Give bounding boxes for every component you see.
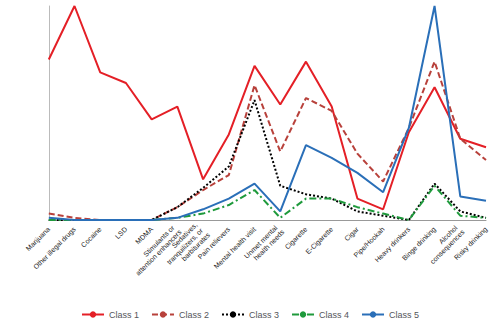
svg-text:Class 3: Class 3 [249, 310, 279, 320]
svg-text:barbiturates: barbiturates [180, 231, 212, 263]
svg-text:MDMA: MDMA [134, 225, 155, 246]
svg-text:E-Cigarette: E-Cigarette [304, 225, 335, 256]
svg-text:Alcohol: Alcohol [437, 222, 460, 246]
svg-text:Other illegal drugs: Other illegal drugs [32, 225, 78, 271]
svg-text:attention enhancers: attention enhancers [134, 228, 183, 277]
svg-text:Marijuana: Marijuana [24, 225, 52, 253]
svg-text:health needs: health needs [252, 228, 286, 262]
svg-text:Mental health visit: Mental health visit [212, 225, 257, 270]
svg-text:Unmet mental: Unmet mental [242, 222, 280, 260]
svg-text:Cocaine: Cocaine [80, 225, 103, 248]
svg-text:Sedatives,: Sedatives, [170, 219, 200, 250]
svg-text:Class 4: Class 4 [319, 310, 349, 320]
svg-text:Pain relievers: Pain relievers [196, 225, 232, 261]
svg-text:Heavy drinkers: Heavy drinkers [373, 225, 412, 264]
svg-text:consequences: consequences [428, 228, 466, 266]
svg-text:Stimulants or: Stimulants or [141, 222, 177, 258]
svg-text:Class 2: Class 2 [179, 310, 209, 320]
svg-text:tranquilizers, or: tranquilizers, or [165, 225, 206, 266]
svg-text:Risky drinking: Risky drinking [453, 225, 489, 261]
svg-text:Pipe/Hookah: Pipe/Hookah [352, 225, 386, 259]
svg-text:Cigar: Cigar [343, 225, 361, 243]
svg-text:Class 5: Class 5 [389, 310, 419, 320]
svg-text:LSD: LSD [114, 226, 129, 241]
svg-text:Class 1: Class 1 [109, 310, 139, 320]
svg-text:Cigarette: Cigarette [283, 225, 309, 251]
svg-text:Binge drinking: Binge drinking [400, 225, 437, 262]
